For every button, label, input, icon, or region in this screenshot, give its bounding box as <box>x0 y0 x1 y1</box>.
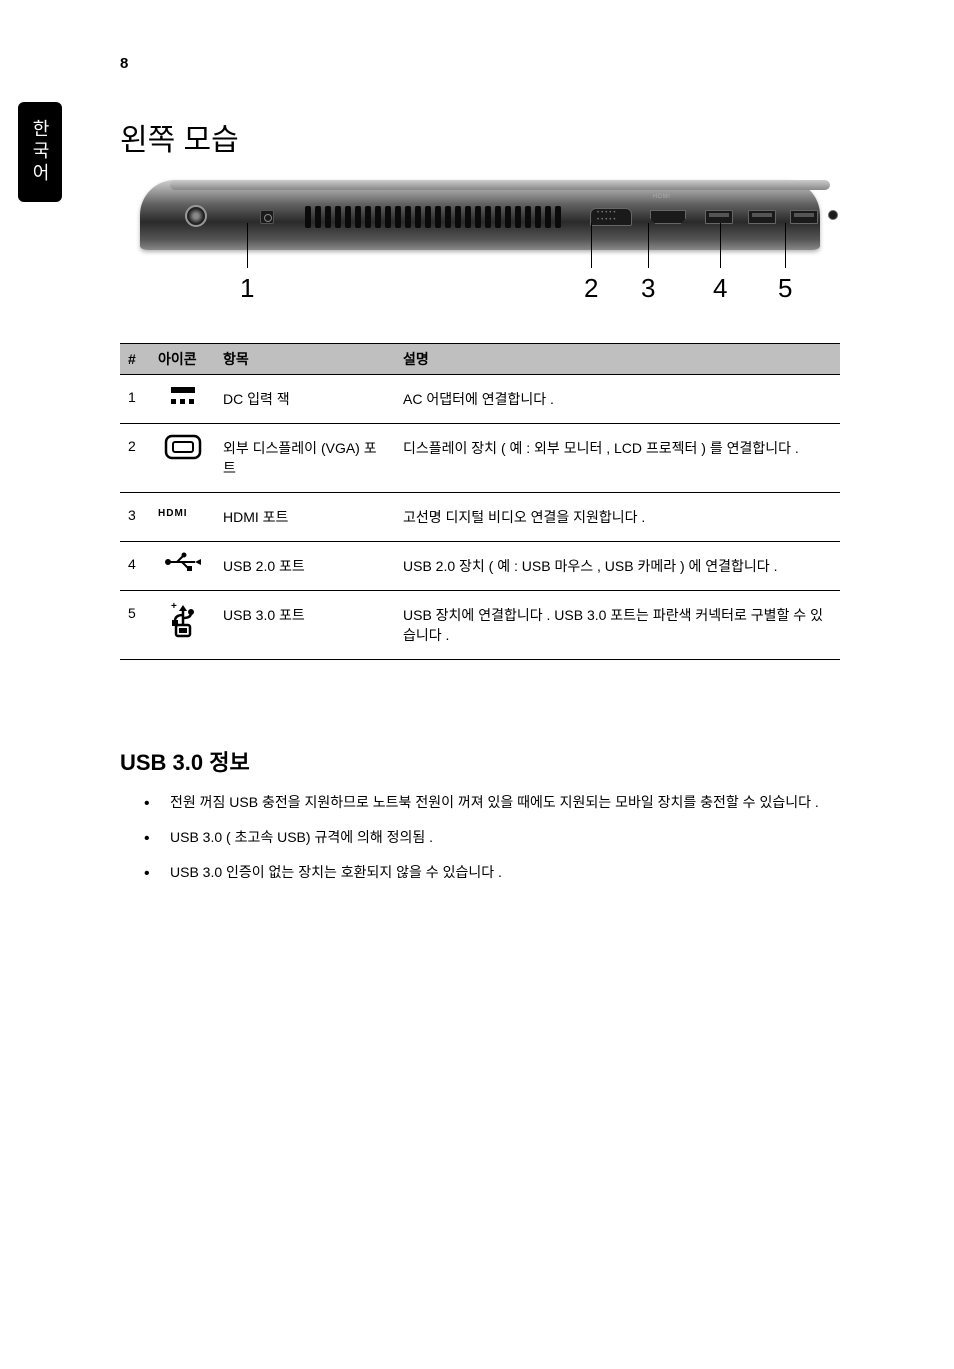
list-item: USB 3.0 인증이 없는 장치는 호환되지 않을 수 있습니다 . <box>140 860 840 885</box>
table-row: 3 HDMI HDMI 포트 고선명 디지털 비디오 연결을 지원합니다 . <box>120 493 840 542</box>
row-desc: 고선명 디지털 비디오 연결을 지원합니다 . <box>395 493 840 542</box>
header-item: 항목 <box>215 344 395 375</box>
dc-port-icon <box>260 210 274 224</box>
list-item: 전원 꺼짐 USB 충전을 지원하므로 노트북 전원이 꺼져 있을 때에도 지원… <box>140 790 840 815</box>
hdmi-small-label: HDMI <box>653 194 670 200</box>
row-item: 외부 디스플레이 (VGA) 포트 <box>215 424 395 493</box>
laptop-body: HDMI <box>140 180 820 250</box>
hdmi-port-icon: HDMI <box>150 493 215 542</box>
row-desc: 디스플레이 장치 ( 예 : 외부 모니터 , LCD 프로젝터 ) 를 연결합… <box>395 424 840 493</box>
callout-number: 3 <box>641 273 655 304</box>
svg-text:+: + <box>171 601 177 612</box>
language-tab: 한국어 <box>18 102 62 202</box>
table-row: 1 DC 입력 잭 AC 어댑터에 연결합니다 . <box>120 375 840 424</box>
table-header-row: # 아이콘 항목 설명 <box>120 344 840 375</box>
callout-number: 5 <box>778 273 792 304</box>
row-desc: AC 어댑터에 연결합니다 . <box>395 375 840 424</box>
kensington-lock-icon <box>185 205 207 227</box>
table-row: 5 + USB 3.0 포트 USB 장치에 연결합니다 . USB 3.0 포… <box>120 591 840 660</box>
header-num: # <box>120 344 150 375</box>
laptop-hinge <box>170 180 830 190</box>
row-num: 1 <box>120 375 150 424</box>
row-num: 3 <box>120 493 150 542</box>
row-num: 5 <box>120 591 150 660</box>
row-item: USB 3.0 포트 <box>215 591 395 660</box>
callout-number: 1 <box>240 273 254 304</box>
port-description-table: # 아이콘 항목 설명 1 DC 입력 잭 AC 어댑터에 연결합니다 . 2 <box>120 343 840 660</box>
row-desc: USB 2.0 장치 ( 예 : USB 마우스 , USB 카메라 ) 에 연… <box>395 542 840 591</box>
callout-number: 4 <box>713 273 727 304</box>
usb2-port-icon <box>150 542 215 591</box>
header-desc: 설명 <box>395 344 840 375</box>
callout-number: 2 <box>584 273 598 304</box>
row-num: 2 <box>120 424 150 493</box>
vga-port-icon <box>150 424 215 493</box>
table-row: 2 외부 디스플레이 (VGA) 포트 디스플레이 장치 ( 예 : 외부 모니… <box>120 424 840 493</box>
usb-port-diagram-icon <box>748 210 776 224</box>
vent-grille <box>305 204 565 230</box>
page-number: 8 <box>120 55 128 72</box>
dc-jack-icon <box>150 375 215 424</box>
row-item: USB 2.0 포트 <box>215 542 395 591</box>
callout-line <box>591 223 592 268</box>
usb-info-title: USB 3.0 정보 <box>120 745 250 777</box>
usb-info-list: 전원 꺼짐 USB 충전을 지원하므로 노트북 전원이 꺼져 있을 때에도 지원… <box>140 790 840 896</box>
row-desc: USB 장치에 연결합니다 . USB 3.0 포트는 파란색 커넥터로 구별할… <box>395 591 840 660</box>
row-item: DC 입력 잭 <box>215 375 395 424</box>
vga-port-diagram-icon <box>590 208 632 226</box>
list-item: USB 3.0 ( 초고속 USB) 규격에 의해 정의됨 . <box>140 825 840 850</box>
callout-line <box>785 223 786 268</box>
callout-line <box>247 223 248 268</box>
hdmi-port-diagram-icon <box>650 210 686 224</box>
usb-port-diagram-icon <box>790 210 818 224</box>
table-row: 4 USB 2.0 포트 USB 2.0 장치 ( 예 : USB 마우스 , … <box>120 542 840 591</box>
row-item: HDMI 포트 <box>215 493 395 542</box>
audio-port-diagram-icon <box>828 210 838 220</box>
laptop-side-diagram: HDMI 1 2 3 4 5 <box>120 175 840 315</box>
usb3-port-icon: + <box>150 591 215 660</box>
callout-line <box>648 223 649 268</box>
page-title: 왼쪽 모습 <box>120 115 239 159</box>
usb-port-diagram-icon <box>705 210 733 224</box>
callout-line <box>720 223 721 268</box>
header-icon: 아이콘 <box>150 344 215 375</box>
row-num: 4 <box>120 542 150 591</box>
